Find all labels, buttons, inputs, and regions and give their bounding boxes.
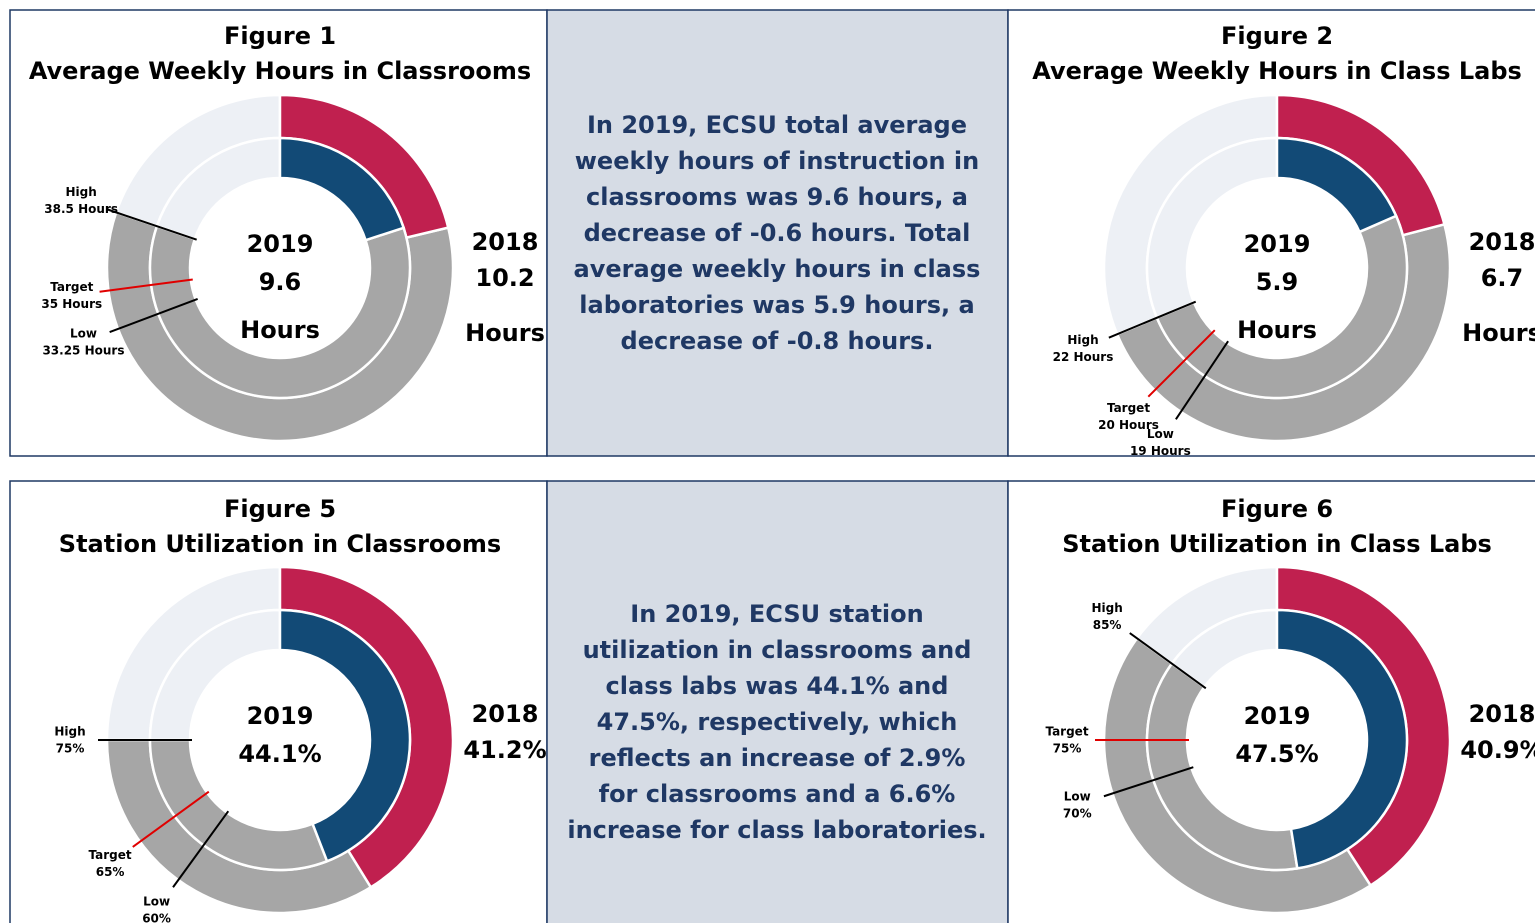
reference-label: 22 Hours [1053,350,1114,364]
reference-line [107,208,197,241]
reference-name: Target [50,280,93,294]
reference-label: 65% [96,865,125,879]
reference-label: 85% [1093,618,1122,632]
reference-label: 38.5 Hours [44,202,118,216]
value-arc [1275,608,1409,870]
reference-name: High [54,725,85,739]
reference-label: 20 Hours [1098,418,1159,432]
unit-label: Hours [240,316,320,344]
chart-title: Figure 5 [224,495,336,523]
value-label: 47.5% [1235,740,1318,768]
chart-subtitle: Average Weekly Hours in Class Labs [1032,57,1522,85]
chart-title: Figure 2 [1221,22,1333,50]
reference-name: Low [1147,427,1174,441]
series-name: 2019 [247,230,314,258]
reference-name: Target [1107,401,1150,415]
series-name: 2018 [472,228,539,256]
reference-label: 60% [142,911,171,923]
reference-name: Target [89,848,132,862]
reference-name: High [1067,333,1098,347]
value-label: 40.9% [1460,736,1535,764]
reference-line [132,790,210,848]
chart-subtitle: Station Utilization in Classrooms [59,530,501,558]
reference-name: High [1091,601,1122,615]
reference-name: Low [1064,789,1091,803]
unit-label: Hours [1237,316,1317,344]
series-name: 2019 [247,702,314,730]
chart-subtitle: Station Utilization in Class Labs [1062,530,1492,558]
value-arc [278,608,412,863]
series-name: 2018 [472,700,539,728]
note: In 2019, ECSU total average weekly hours… [573,111,981,355]
note-panel [546,480,1009,923]
reference-line [99,278,193,293]
value-label: 9.6 [259,268,302,296]
reference-label: 35 Hours [41,297,102,311]
chart-title: Figure 1 [224,22,336,50]
gray-arc [1145,661,1299,872]
reference-label: 33.25 Hours [42,343,124,357]
reference-name: High [65,185,96,199]
value-arc [1275,136,1398,234]
reference-name: Low [70,326,97,340]
unit-label: Hours [465,319,545,347]
reference-label: 75% [56,742,85,756]
note: In 2019, ECSU station utilization in cla… [567,600,987,844]
value-label: 6.7 [1481,264,1524,292]
unit-label: Hours [1462,319,1535,347]
series-name: 2018 [1469,228,1535,256]
series-name: 2018 [1469,700,1535,728]
reference-label: 75% [1053,742,1082,756]
reference-label: 70% [1063,806,1092,820]
reference-line [1108,300,1197,339]
series-name: 2019 [1244,230,1311,258]
reference-line [1103,766,1194,798]
reference-name: Low [143,894,170,908]
series-name: 2019 [1244,702,1311,730]
value-label: 44.1% [238,740,321,768]
reference-line [1147,329,1216,398]
reference-line [1129,632,1207,690]
value-label: 5.9 [1256,268,1299,296]
chart-subtitle: Average Weekly Hours in Classrooms [29,57,531,85]
reference-line [172,810,230,888]
value-label: 41.2% [463,736,546,764]
reference-line [109,298,198,334]
chart-title: Figure 6 [1221,495,1333,523]
value-arc [278,136,406,242]
reference-name: Target [1045,725,1088,739]
note-panel [546,9,1009,457]
value-label: 10.2 [475,264,534,292]
reference-line [1175,340,1229,420]
reference-label: 19 Hours [1130,444,1191,458]
gray-arc [148,224,412,400]
